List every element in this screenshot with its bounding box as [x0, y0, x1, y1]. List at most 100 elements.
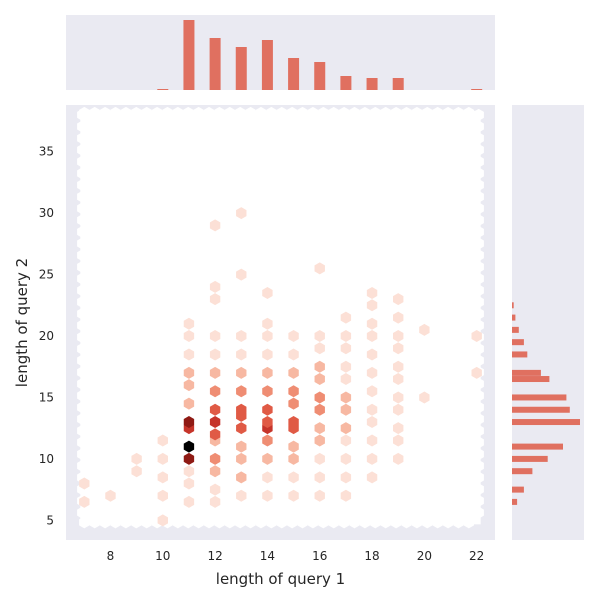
hexbin-cell [236, 366, 247, 379]
marginal-y-bar [512, 339, 524, 346]
hexbin-edge-cell [297, 516, 308, 529]
x-axis-label: length of query 1 [216, 570, 345, 588]
hexbin-cell [393, 293, 404, 306]
hexbin-edge-cell [266, 106, 277, 119]
hexbin-cell [209, 219, 221, 232]
hexbin-cell [366, 330, 378, 343]
hexbin-edge-cell [110, 516, 121, 529]
hexbin-edge-cell [411, 516, 423, 529]
hexbin-cell [288, 489, 299, 502]
hexbin-cell [105, 489, 116, 502]
hexbin-edge-cell [172, 516, 184, 529]
hexbin-edge-cell [473, 424, 484, 437]
hexbin-edge-cell [473, 319, 484, 332]
hexbin-edge-cell [473, 284, 484, 297]
hexbin-cell [262, 330, 273, 343]
hexbin-edge-cell [77, 389, 88, 402]
hexbin-edge-cell [151, 106, 163, 119]
hexbin-cell [131, 452, 142, 465]
hexbin-edge-cell [473, 249, 484, 262]
hexbin-edge-cell [77, 179, 88, 192]
hexbin-edge-cell [77, 225, 88, 238]
hexbin-edge-cell [307, 106, 319, 119]
hexbin-cell [366, 403, 378, 416]
marginal-x-bar [392, 78, 404, 90]
y-tick-label: 25 [39, 268, 54, 282]
hexbin-edge-cell [473, 272, 484, 285]
hexbin-cell [288, 416, 299, 429]
marginal-x-bar [183, 20, 195, 90]
hexbin-edge-cell [193, 516, 204, 529]
hexbin-edge-cell [79, 516, 90, 529]
hexbin-cell [262, 348, 273, 361]
hexbin-cell [471, 366, 482, 379]
hexbin-edge-cell [473, 108, 484, 121]
hexbin-cell [393, 422, 404, 435]
hexbin-edge-cell [77, 167, 88, 180]
hexbin-edge-cell [453, 106, 464, 119]
hexbin-edge-cell [77, 237, 88, 250]
hexbin-cell [288, 471, 299, 484]
hexbin-edge-cell [473, 377, 484, 390]
marginal-x-bar [235, 47, 247, 90]
hexbin-edge-cell [328, 106, 339, 119]
hexbin-edge-cell [266, 516, 277, 529]
hexbin-edge-cell [203, 516, 215, 529]
x-tick-label: 20 [417, 549, 432, 563]
hexbin-cell [183, 452, 195, 465]
hexbin-cell [236, 422, 247, 435]
hexbin-cell [314, 391, 325, 404]
hexbin-edge-cell [214, 516, 225, 529]
hexbin-edge-cell [77, 366, 88, 379]
hexbin-cell [209, 280, 221, 293]
hexbin-cell [366, 366, 378, 379]
hexbin-cell [314, 471, 325, 484]
hexbin-edge-cell [318, 516, 329, 529]
hexbin-edge-cell [473, 401, 484, 414]
hexbin-cell [340, 403, 352, 416]
hexbin-edge-cell [77, 155, 88, 168]
marginal-x-bar [314, 62, 326, 90]
hexbin-edge-cell [422, 516, 433, 529]
hexbin-cell [183, 379, 195, 392]
hexbin-cell [236, 348, 247, 361]
hexbin-cell [340, 330, 352, 343]
hexbin-edge-cell [89, 106, 100, 119]
hexbin-edge-cell [77, 319, 88, 332]
hexbin-edge-cell [77, 202, 88, 215]
hexbin-cell [314, 330, 325, 343]
hexbin-cell [314, 452, 325, 465]
hexbin-cell [393, 342, 404, 355]
marginal-x-axes [66, 15, 495, 90]
hexbin-edge-cell [442, 106, 454, 119]
y-tick-label: 35 [39, 145, 54, 159]
x-tick-label: 10 [155, 549, 170, 563]
hexbin-edge-cell [370, 516, 381, 529]
marginal-y-bar [512, 455, 548, 462]
marginal-y-bar [512, 406, 570, 413]
y-tick-label: 30 [39, 206, 54, 220]
hexbin-cell [209, 293, 221, 306]
hexbin-edge-cell [77, 448, 88, 461]
hexbin-edge-cell [235, 106, 246, 119]
hexbin-edge-cell [120, 106, 132, 119]
hexbin-edge-cell [77, 260, 88, 273]
hexbin-cell [209, 483, 221, 496]
hexbin-edge-cell [401, 516, 412, 529]
hexbin-cell [314, 373, 325, 386]
hexbin-edge-cell [473, 471, 484, 484]
hexbin-cell [209, 452, 221, 465]
hexbin-cell [183, 440, 195, 453]
hexbin-edge-cell [99, 516, 111, 529]
marginal-y-bars [512, 302, 580, 505]
hexbin-edge-cell [473, 354, 484, 367]
hexbin-cell [393, 391, 404, 404]
marginal-x-bar [471, 89, 483, 90]
hexbin-edge-cell [224, 106, 235, 119]
hexbin-edge-cell [77, 214, 88, 227]
hexbin-edge-cell [77, 506, 88, 519]
hexbin-edge-cell [141, 516, 152, 529]
y-tick-labels: 5 10 15 20 25 30 35 [39, 145, 54, 528]
marginal-x-bar [340, 76, 352, 90]
hexbin-cell [183, 348, 195, 361]
